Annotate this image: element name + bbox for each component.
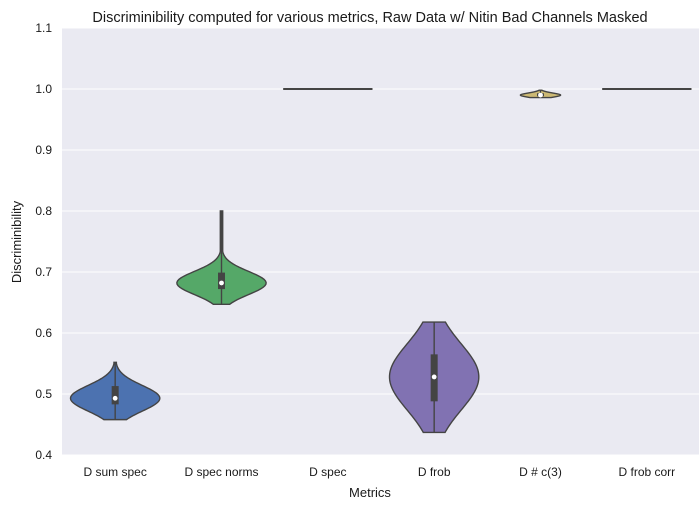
y-tick-label: 0.5 — [35, 387, 52, 401]
violin — [176, 210, 267, 306]
violin-median-dot — [219, 280, 224, 286]
x-tick-label: D frob — [418, 465, 451, 479]
violin — [69, 361, 161, 421]
y-tick-labels: 0.4 0.5 0.6 0.7 0.8 0.9 1.0 1.1 — [35, 21, 52, 462]
chart-title: Discriminibility computed for various me… — [92, 10, 647, 26]
y-tick-label: 0.7 — [35, 265, 52, 279]
violin-median-dot — [431, 374, 437, 380]
x-tick-label: D spec norms — [184, 465, 258, 479]
plot-area — [62, 28, 699, 455]
violins — [69, 88, 692, 434]
y-tick-label: 0.4 — [35, 448, 52, 462]
y-tick-label: 0.8 — [35, 204, 52, 218]
y-tick-label: 1.1 — [35, 21, 52, 35]
x-tick-label: D sum spec — [83, 465, 146, 479]
violin — [519, 89, 562, 99]
x-tick-label: D # c(3) — [519, 465, 562, 479]
x-tick-label: D frob corr — [618, 465, 675, 479]
y-tick-label: 0.9 — [35, 143, 52, 157]
x-tick-labels: D sum spec D spec norms D spec D frob D # c(… — [83, 465, 675, 479]
x-axis-label: Metrics — [349, 485, 391, 500]
gridlines — [62, 27, 699, 456]
y-axis-label: Discriminibility — [9, 200, 24, 283]
violin-median-dot — [538, 92, 543, 98]
y-tick-label: 1.0 — [35, 82, 52, 96]
violin-median-dot — [112, 395, 118, 401]
y-tick-label: 0.6 — [35, 326, 52, 340]
violin — [388, 321, 480, 434]
violin-iqr-box — [111, 386, 119, 405]
x-tick-label: D spec — [309, 465, 346, 479]
